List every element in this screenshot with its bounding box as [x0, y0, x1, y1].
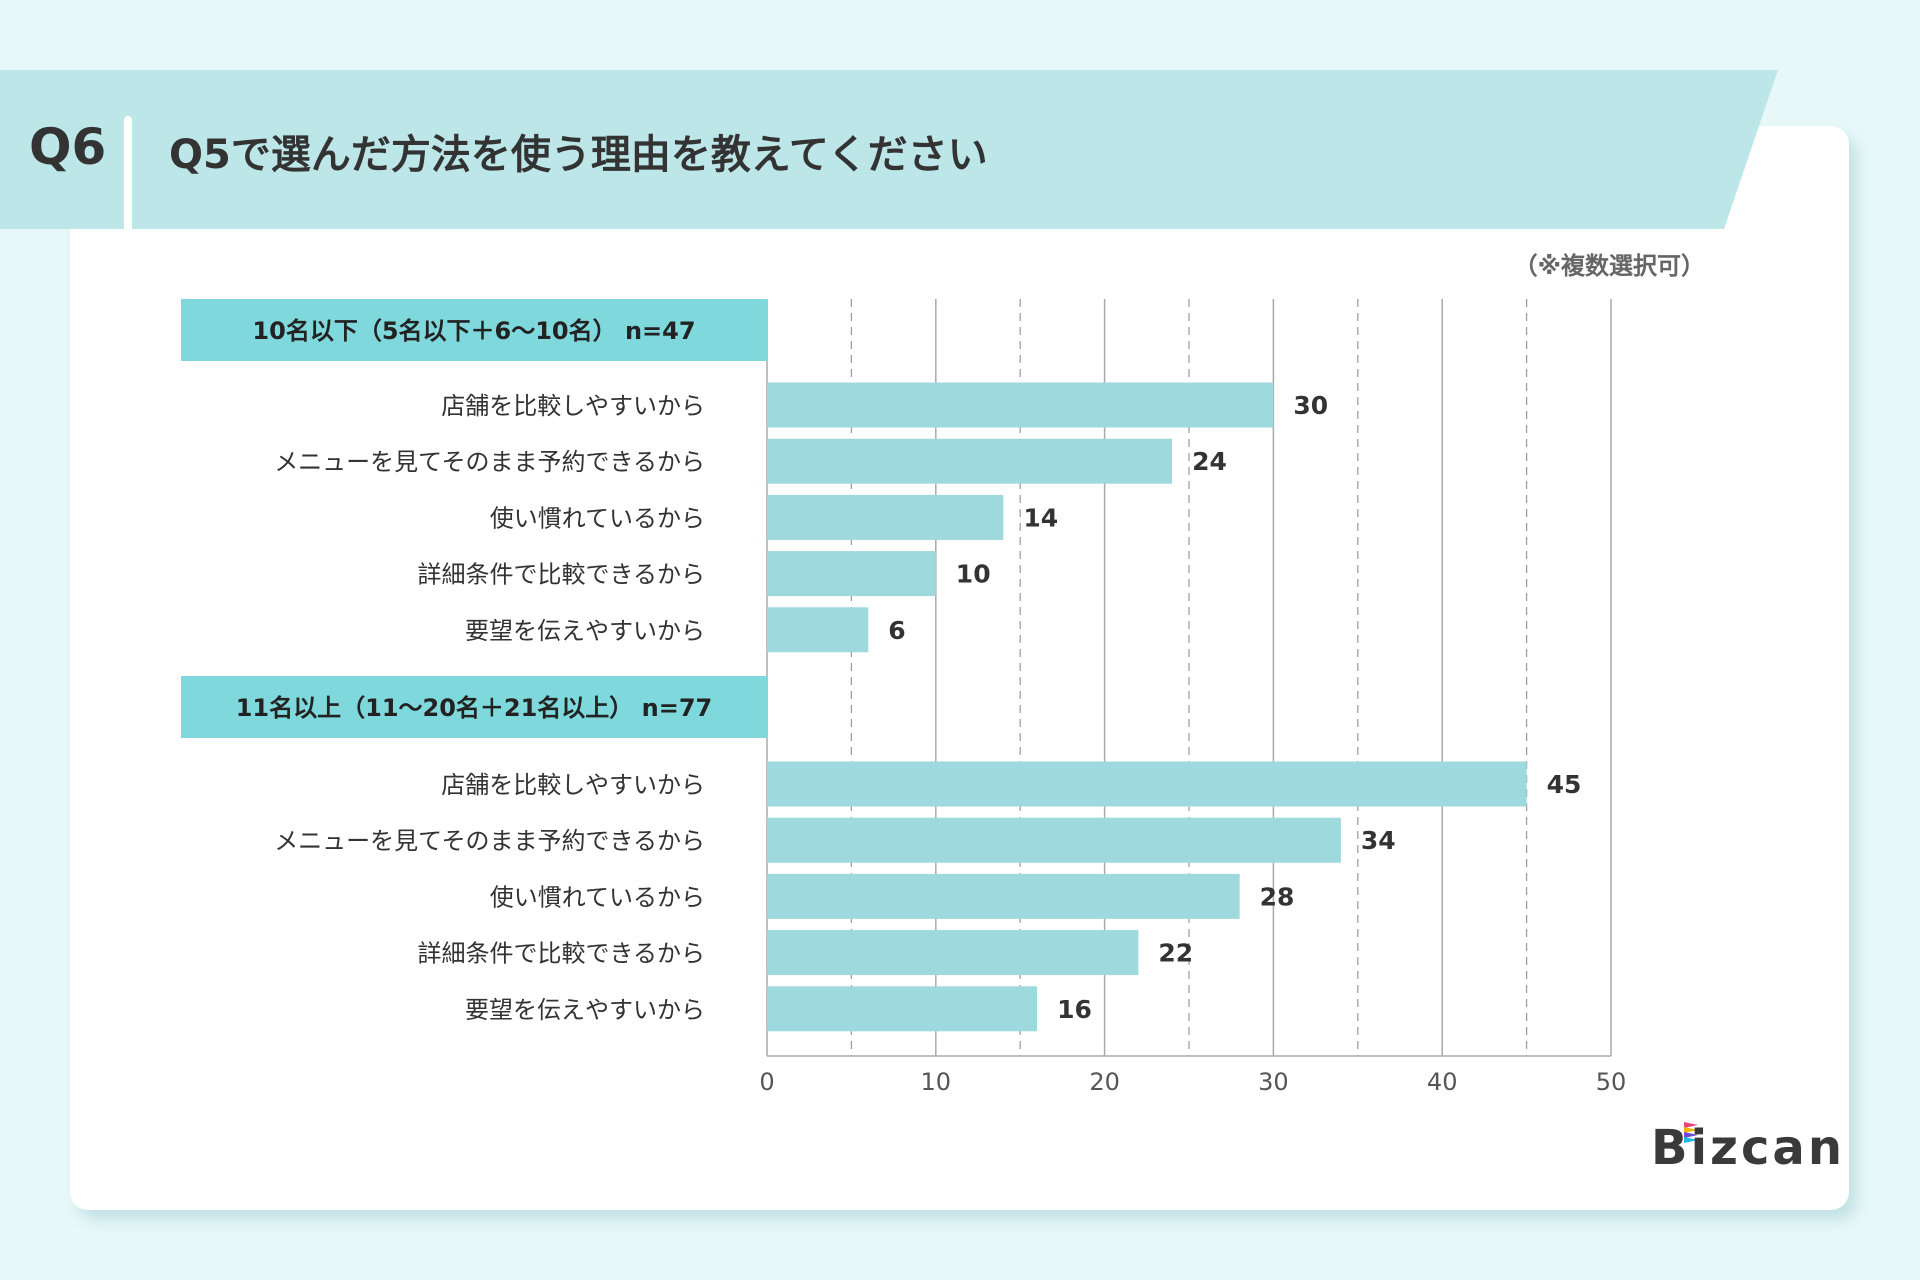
group-header-label: 10名以下（5名以下＋6〜10名） n=47 — [252, 317, 695, 345]
data-label: 34 — [1361, 826, 1396, 855]
bar — [767, 930, 1139, 976]
data-label: 10 — [956, 560, 991, 589]
logo-mark — [1684, 1122, 1698, 1128]
x-tick-label: 50 — [1596, 1068, 1627, 1096]
header-divider — [124, 116, 132, 229]
data-label: 14 — [1023, 503, 1058, 532]
category-label: 店舗を比較しやすいから — [441, 771, 705, 799]
data-label: 6 — [888, 616, 905, 645]
bar — [767, 551, 936, 597]
group-header — [181, 676, 767, 738]
category-label: メニューを見てそのまま予約できるから — [274, 448, 705, 476]
category-label: 詳細条件で比較できるから — [417, 561, 705, 589]
category-label: 要望を伝えやすいから — [465, 617, 705, 645]
multiple-choice-note: （※複数選択可） — [1513, 252, 1705, 280]
category-label: メニューを見てそのまま予約できるから — [274, 827, 705, 855]
bar — [767, 873, 1240, 919]
bizcan-logo: Bizcan — [1651, 1120, 1845, 1176]
x-tick-label: 10 — [921, 1068, 952, 1096]
bar — [767, 382, 1274, 428]
bar — [767, 817, 1341, 863]
bar — [767, 494, 1004, 540]
category-label: 要望を伝えやすいから — [465, 996, 705, 1024]
category-label: 使い慣れているから — [490, 883, 705, 911]
data-label: 16 — [1057, 995, 1092, 1024]
bar — [767, 438, 1173, 484]
page-title: Q5で選んだ方法を使う理由を教えてください — [169, 132, 988, 178]
x-tick-label: 0 — [759, 1068, 774, 1096]
bar — [767, 761, 1527, 807]
data-label: 30 — [1293, 391, 1328, 420]
data-label: 28 — [1260, 882, 1295, 911]
group-header-label: 11名以上（11〜20名＋21名以上） n=77 — [236, 694, 713, 722]
x-tick-label: 40 — [1427, 1068, 1458, 1096]
x-tick-label: 30 — [1258, 1068, 1289, 1096]
data-label: 45 — [1547, 770, 1582, 799]
group-header — [181, 299, 767, 361]
data-label: 22 — [1158, 939, 1193, 968]
category-label: 使い慣れているから — [490, 504, 705, 532]
bar — [767, 607, 869, 653]
data-label: 24 — [1192, 447, 1227, 476]
x-tick-label: 20 — [1089, 1068, 1120, 1096]
logo-mark — [1684, 1132, 1698, 1138]
logo-mark — [1684, 1127, 1698, 1133]
category-label: 詳細条件で比較できるから — [417, 940, 705, 968]
category-label: 店舗を比較しやすいから — [441, 392, 705, 420]
question-number: Q6 — [29, 118, 107, 176]
bar — [767, 986, 1038, 1032]
header-band — [0, 70, 1778, 229]
logo-mark — [1684, 1137, 1698, 1143]
